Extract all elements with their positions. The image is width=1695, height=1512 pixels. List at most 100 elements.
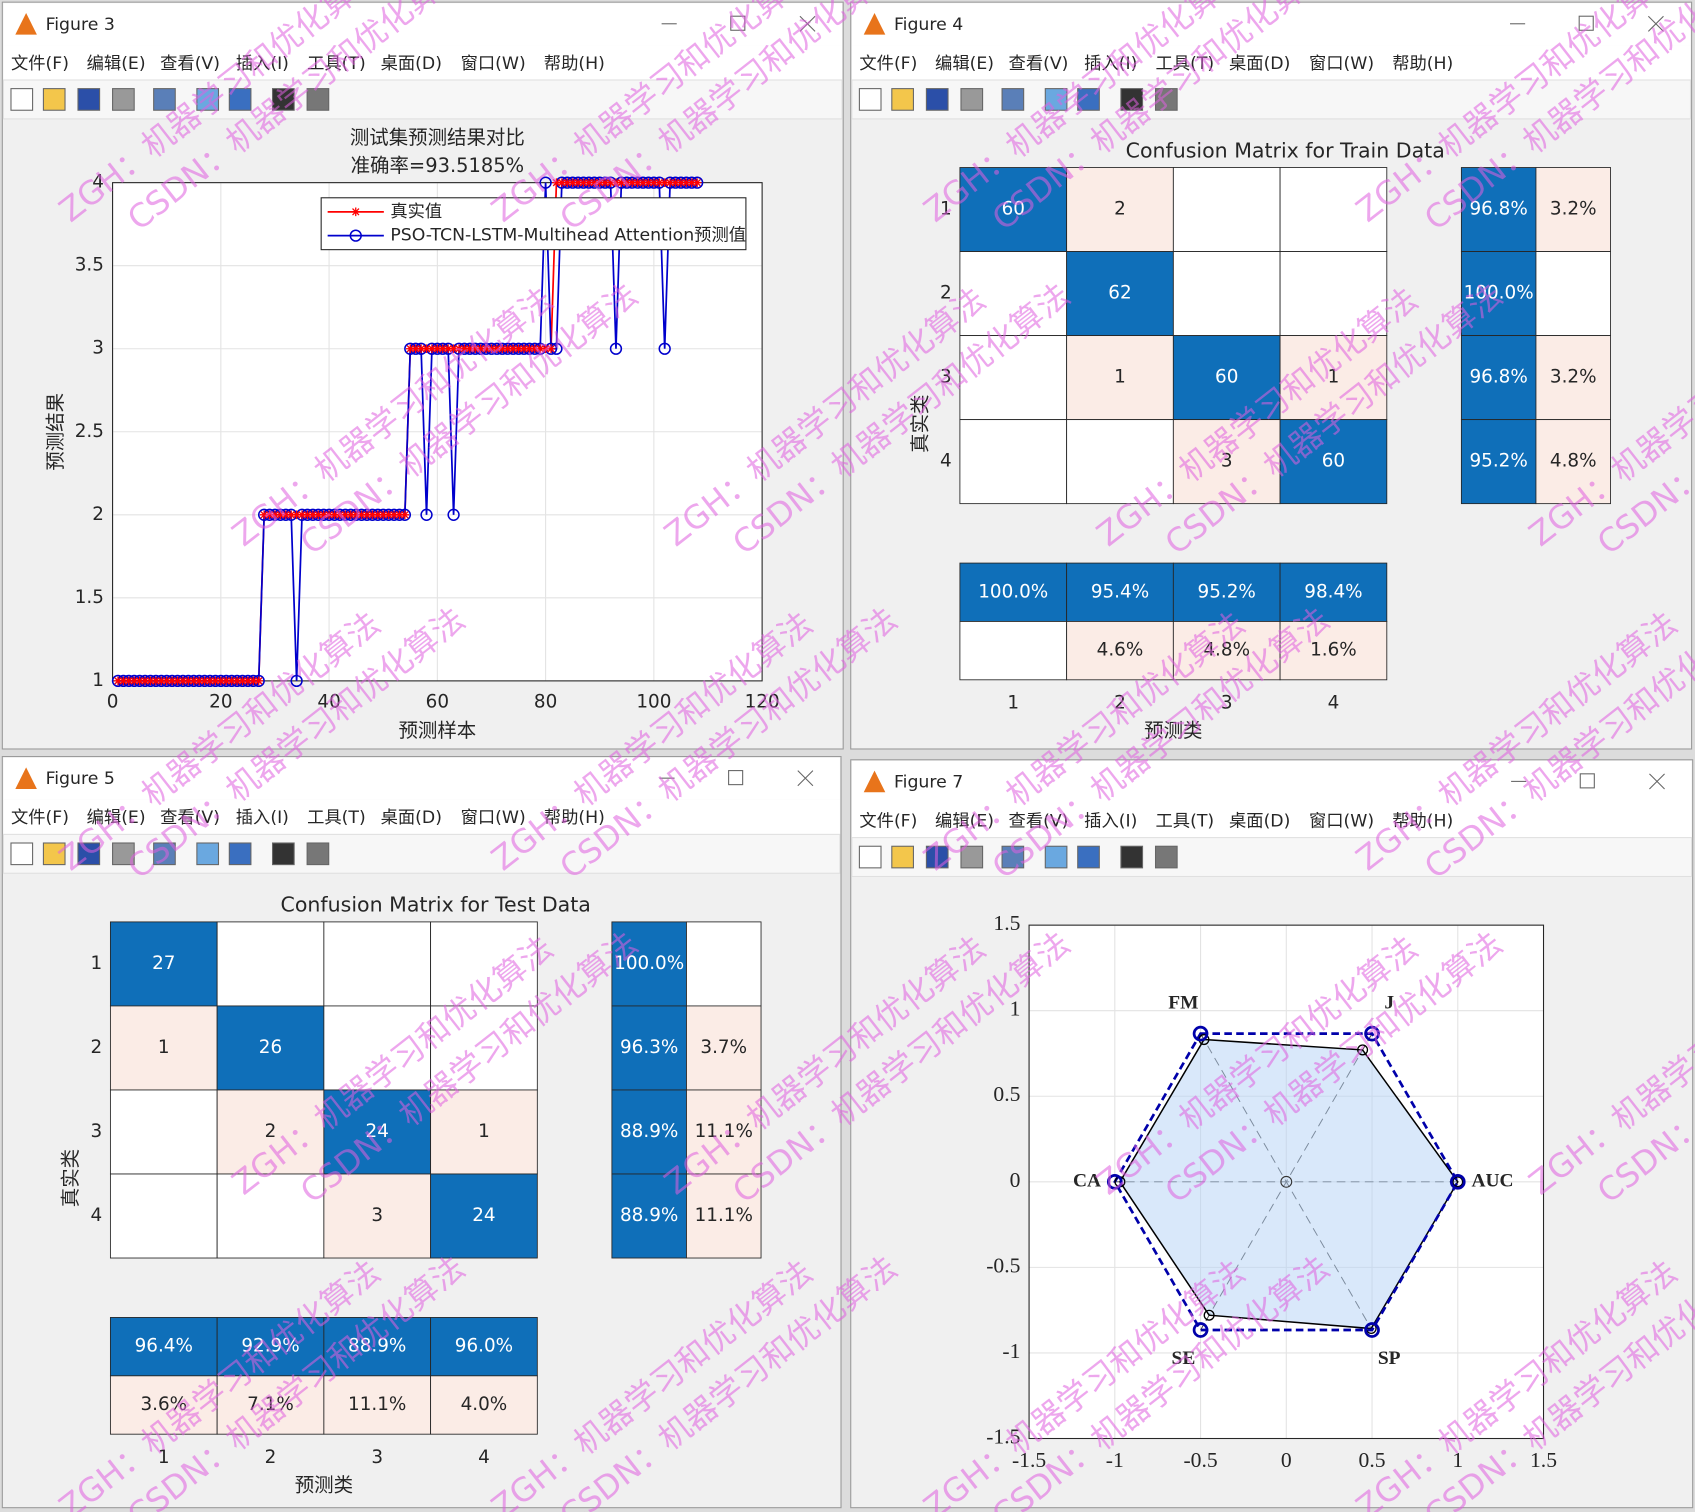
menu-item[interactable]: 桌面(D) — [381, 808, 442, 828]
menu-item[interactable]: 帮助(H) — [1392, 54, 1453, 74]
data-point — [454, 344, 464, 354]
menu-item[interactable]: 查看(V) — [1009, 811, 1069, 831]
toolbar-button[interactable] — [925, 845, 949, 869]
data-point — [660, 178, 670, 187]
menu-item[interactable]: 查看(V) — [160, 808, 220, 828]
menu-item[interactable]: 查看(V) — [1009, 54, 1069, 74]
menu-item[interactable]: 插入(I) — [236, 808, 289, 828]
data-point — [313, 510, 323, 520]
menu-item[interactable]: 桌面(D) — [381, 54, 442, 74]
y-tick-label: 1 — [940, 199, 952, 220]
toolbar-button[interactable] — [1001, 845, 1025, 869]
menu-item[interactable]: 桌面(D) — [1229, 54, 1290, 74]
menu-item[interactable]: 编辑(E) — [87, 54, 146, 74]
menu-item[interactable]: 窗口(W) — [1309, 54, 1374, 74]
toolbar-button[interactable] — [1120, 845, 1144, 869]
data-point — [541, 344, 550, 354]
matrix-cell — [430, 1089, 538, 1175]
toolbar-button[interactable] — [1120, 88, 1144, 111]
data-point — [609, 342, 623, 355]
data-point — [243, 676, 253, 686]
close-button[interactable] — [799, 15, 816, 32]
toolbar-button[interactable] — [10, 842, 34, 866]
toolbar-button[interactable] — [153, 88, 176, 111]
data-point — [335, 510, 345, 520]
menu-item[interactable]: 查看(V) — [160, 54, 220, 74]
toolbar-button[interactable] — [858, 845, 882, 869]
toolbar-button[interactable] — [112, 88, 135, 111]
menu-item[interactable]: 编辑(E) — [87, 808, 146, 828]
menu-item[interactable]: 窗口(W) — [1309, 811, 1374, 831]
menu-item[interactable]: 编辑(E) — [935, 811, 994, 831]
toolbar-button[interactable] — [960, 88, 984, 111]
toolbar-button[interactable] — [10, 88, 34, 111]
menu-item[interactable]: 工具(T) — [307, 54, 366, 74]
matrix-cell — [216, 1089, 325, 1175]
cell-value: 1 — [478, 1121, 490, 1142]
toolbar-button[interactable] — [858, 88, 882, 111]
menu-item[interactable]: 窗口(W) — [461, 54, 526, 74]
toolbar-button[interactable] — [925, 88, 949, 111]
maximize-button[interactable] — [730, 15, 746, 31]
toolbar-button[interactable] — [1044, 88, 1068, 111]
y-tick-label: 4 — [91, 1205, 103, 1226]
toolbar-button[interactable] — [77, 842, 101, 866]
toolbar-button[interactable] — [1077, 88, 1100, 111]
toolbar-button[interactable] — [1077, 845, 1100, 869]
menu-item[interactable]: 工具(T) — [1156, 54, 1215, 74]
menu-item[interactable]: 帮助(H) — [544, 54, 605, 74]
data-point — [1106, 1173, 1123, 1190]
menu-item[interactable]: 文件(F) — [11, 54, 69, 74]
toolbar-button[interactable] — [1044, 845, 1068, 869]
toolbar-button[interactable] — [306, 842, 330, 866]
axis-label: AUC — [1471, 1170, 1513, 1191]
menu-item[interactable]: 文件(F) — [11, 808, 69, 828]
menu-item[interactable]: 插入(I) — [1084, 811, 1137, 831]
data-point — [443, 344, 453, 354]
menu-item[interactable]: 插入(I) — [1084, 54, 1137, 74]
close-button[interactable] — [797, 770, 814, 787]
toolbar-button[interactable] — [1001, 88, 1025, 111]
toolbar-button[interactable] — [1154, 845, 1178, 869]
toolbar-button[interactable] — [228, 842, 252, 866]
menu-item[interactable]: 文件(F) — [859, 811, 917, 831]
data-point — [189, 676, 199, 686]
toolbar-button[interactable] — [228, 88, 252, 111]
maximize-button[interactable] — [1579, 773, 1595, 789]
toolbar-button[interactable] — [271, 842, 295, 866]
data-point — [638, 178, 648, 187]
cell-value: 88.9% — [620, 1121, 678, 1142]
toolbar-button[interactable] — [891, 845, 914, 869]
menu-item[interactable]: 编辑(E) — [935, 54, 994, 74]
menu-item[interactable]: 工具(T) — [307, 808, 366, 828]
toolbar-button[interactable] — [153, 842, 176, 866]
toolbar-button[interactable] — [1154, 88, 1178, 111]
toolbar-button[interactable] — [42, 842, 66, 866]
menu-item[interactable]: 窗口(W) — [461, 808, 526, 828]
menu-item[interactable]: 桌面(D) — [1229, 811, 1290, 831]
menu-item[interactable]: 文件(F) — [859, 54, 917, 74]
menu-item[interactable]: 插入(I) — [236, 54, 289, 74]
close-button[interactable] — [1647, 15, 1664, 32]
axis-label: CA — [1073, 1170, 1101, 1191]
data-point — [503, 344, 513, 354]
toolbar-button[interactable] — [77, 88, 101, 111]
maximize-button[interactable] — [728, 770, 744, 786]
toolbar-button[interactable] — [42, 88, 66, 111]
toolbar-button[interactable] — [891, 88, 914, 111]
toolbar-button[interactable] — [196, 842, 220, 866]
toolbar-button[interactable] — [306, 88, 330, 111]
toolbar-button[interactable] — [960, 845, 984, 869]
toolbar-button[interactable] — [112, 842, 135, 866]
maximize-button[interactable] — [1578, 15, 1594, 31]
x-tick-label: 1 — [1452, 1448, 1463, 1472]
y-tick-label: -1 — [1002, 1339, 1020, 1363]
x-tick-label: -1 — [1106, 1448, 1124, 1472]
menu-item[interactable]: 工具(T) — [1156, 811, 1215, 831]
cell-value: 92.9% — [241, 1336, 299, 1357]
menu-item[interactable]: 帮助(H) — [544, 808, 605, 828]
toolbar-button[interactable] — [196, 88, 220, 111]
toolbar-button[interactable] — [271, 88, 295, 111]
close-button[interactable] — [1649, 773, 1665, 790]
menu-item[interactable]: 帮助(H) — [1392, 811, 1453, 831]
